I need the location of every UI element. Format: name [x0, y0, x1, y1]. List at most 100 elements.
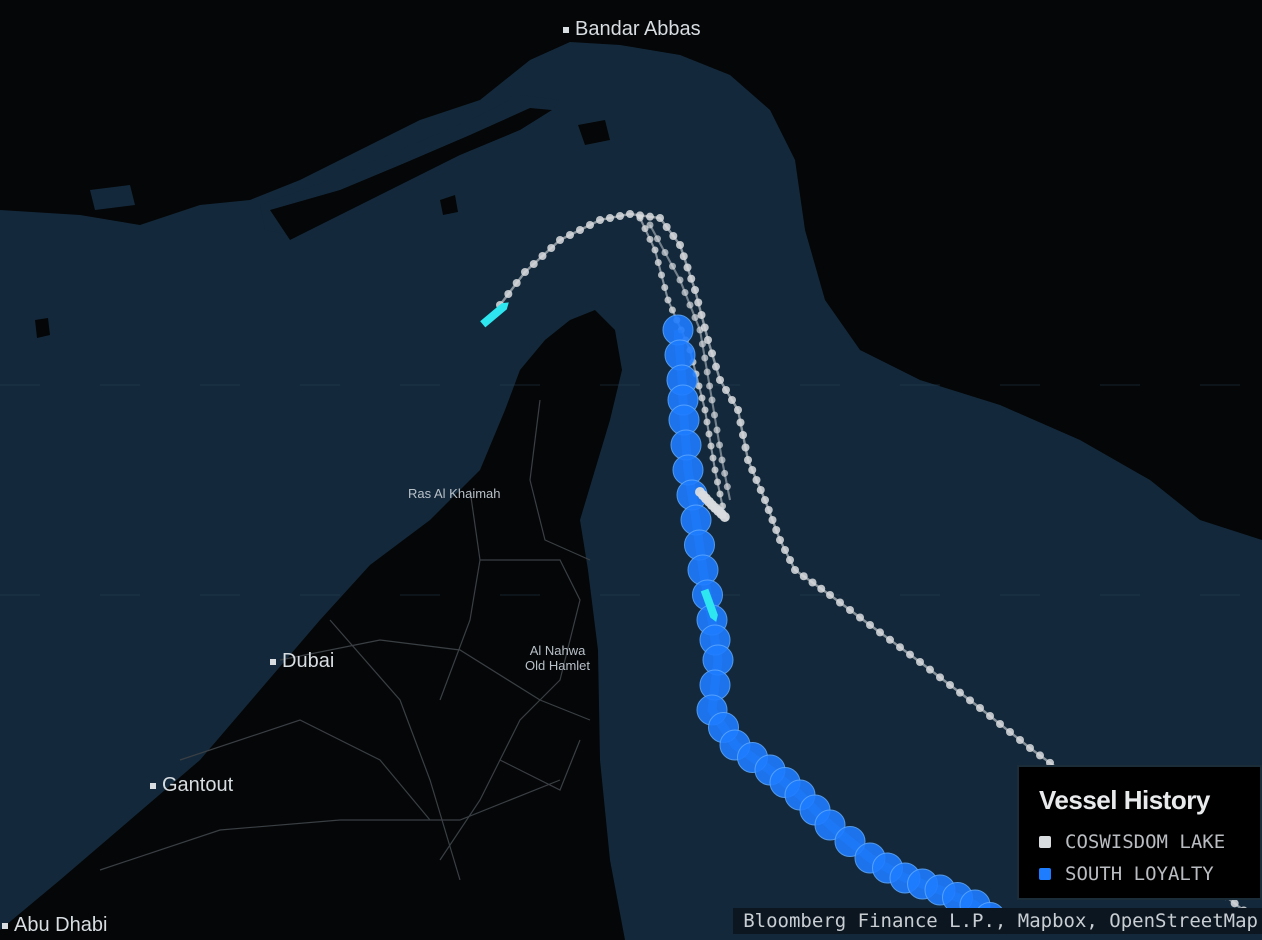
- coswisdom-lake-track-point[interactable]: [791, 566, 799, 574]
- coswisdom-lake-track-point[interactable]: [606, 214, 614, 222]
- coswisdom-lake-track-point[interactable]: [976, 704, 984, 712]
- coswisdom-lake-track-point[interactable]: [686, 301, 694, 309]
- coswisdom-lake-track-point[interactable]: [641, 225, 649, 233]
- coswisdom-lake-track-point[interactable]: [744, 456, 752, 464]
- coswisdom-lake-track-point[interactable]: [691, 286, 699, 294]
- coswisdom-lake-track-point[interactable]: [626, 210, 634, 218]
- coswisdom-lake-track-point[interactable]: [906, 650, 914, 659]
- coswisdom-lake-track-point[interactable]: [748, 466, 757, 474]
- coswisdom-lake-track-point[interactable]: [521, 268, 529, 276]
- coswisdom-lake-track-point[interactable]: [752, 476, 761, 484]
- coswisdom-lake-track-point[interactable]: [556, 236, 564, 244]
- coswisdom-lake-track-point[interactable]: [669, 262, 676, 270]
- coswisdom-lake-track-point[interactable]: [713, 426, 721, 434]
- coswisdom-lake-track-point[interactable]: [681, 289, 689, 296]
- coswisdom-lake-track-point[interactable]: [711, 411, 718, 419]
- coswisdom-lake-track-point[interactable]: [1006, 728, 1014, 736]
- coswisdom-lake-track-point[interactable]: [966, 696, 974, 705]
- coswisdom-lake-track-point[interactable]: [714, 478, 721, 486]
- coswisdom-lake-track-point[interactable]: [651, 246, 659, 254]
- coswisdom-lake-track-point[interactable]: [547, 244, 556, 252]
- south-loyalty-position-icon[interactable]: [700, 588, 720, 624]
- coswisdom-lake-track-point[interactable]: [701, 406, 709, 414]
- coswisdom-lake-track-point[interactable]: [698, 394, 706, 402]
- coswisdom-lake-track-point[interactable]: [708, 396, 716, 404]
- coswisdom-lake-track-point[interactable]: [687, 274, 696, 283]
- coswisdom-lake-track-point[interactable]: [701, 354, 709, 362]
- coswisdom-lake-track-point[interactable]: [697, 311, 706, 319]
- coswisdom-lake-track-point[interactable]: [716, 441, 723, 449]
- coswisdom-lake-track-point[interactable]: [707, 442, 715, 450]
- coswisdom-lake-track-point[interactable]: [696, 326, 704, 334]
- coswisdom-lake-track-point[interactable]: [916, 658, 924, 666]
- coswisdom-lake-track-point[interactable]: [764, 506, 773, 514]
- coswisdom-lake-track-point[interactable]: [654, 259, 662, 266]
- coswisdom-lake-track-point[interactable]: [876, 628, 884, 637]
- coswisdom-lake-track-point[interactable]: [1026, 744, 1034, 752]
- coswisdom-lake-track-point[interactable]: [866, 621, 874, 629]
- coswisdom-lake-track-point[interactable]: [703, 368, 711, 376]
- coswisdom-lake-track-point[interactable]: [504, 290, 513, 298]
- coswisdom-lake-track-point[interactable]: [703, 418, 711, 426]
- coswisdom-lake-track-point[interactable]: [711, 466, 719, 474]
- coswisdom-lake-track-point[interactable]: [512, 279, 521, 287]
- coswisdom-lake-track-point[interactable]: [636, 214, 644, 222]
- coswisdom-lake-track-point[interactable]: [661, 249, 669, 256]
- coswisdom-lake-track-point[interactable]: [761, 496, 769, 504]
- coswisdom-lake-track-point[interactable]: [596, 216, 604, 224]
- coswisdom-lake-track-point[interactable]: [709, 454, 717, 462]
- coswisdom-lake-track-point[interactable]: [846, 606, 854, 614]
- coswisdom-lake-track-point[interactable]: [776, 536, 784, 544]
- coswisdom-lake-track-point[interactable]: [956, 688, 964, 697]
- coswisdom-lake-track-point[interactable]: [734, 406, 742, 414]
- coswisdom-lake-track-point[interactable]: [946, 681, 954, 689]
- coswisdom-lake-track-point[interactable]: [886, 635, 894, 644]
- coswisdom-lake-track-point[interactable]: [926, 665, 934, 674]
- coswisdom-lake-track-point[interactable]: [668, 306, 676, 314]
- coswisdom-lake-track-point[interactable]: [698, 340, 706, 348]
- legend-item-south-loyalty[interactable]: SOUTH LOYALTY: [1039, 858, 1260, 890]
- coswisdom-lake-track-point[interactable]: [538, 252, 547, 260]
- coswisdom-lake-track-point[interactable]: [1230, 899, 1239, 908]
- coswisdom-lake-track-point[interactable]: [708, 349, 716, 358]
- coswisdom-lake-track-point[interactable]: [576, 226, 584, 234]
- coswisdom-lake-track-point[interactable]: [669, 232, 678, 240]
- coswisdom-lake-track-point[interactable]: [719, 512, 730, 522]
- coswisdom-lake-track-point[interactable]: [786, 556, 794, 564]
- coswisdom-lake-track-point[interactable]: [1016, 736, 1024, 744]
- coswisdom-lake-track-point[interactable]: [706, 382, 714, 390]
- coswisdom-lake-track-point[interactable]: [661, 284, 669, 291]
- coswisdom-lake-track-point[interactable]: [723, 483, 731, 491]
- coswisdom-lake-track-point[interactable]: [1046, 758, 1054, 767]
- coswisdom-lake-track-point[interactable]: [986, 712, 994, 720]
- coswisdom-lake-track-point[interactable]: [896, 643, 904, 652]
- coswisdom-lake-track-point[interactable]: [646, 212, 654, 221]
- coswisdom-lake-track-point[interactable]: [695, 382, 703, 390]
- coswisdom-lake-track-point[interactable]: [741, 443, 750, 452]
- coswisdom-lake-track-point[interactable]: [739, 431, 747, 439]
- coswisdom-lake-position-icon[interactable]: [480, 299, 511, 328]
- coswisdom-lake-track-point[interactable]: [718, 456, 726, 464]
- coswisdom-lake-track-point[interactable]: [704, 336, 712, 344]
- map-attribution[interactable]: Bloomberg Finance L.P., Mapbox, OpenStre…: [733, 908, 1262, 934]
- coswisdom-lake-track-point[interactable]: [566, 231, 574, 239]
- coswisdom-lake-track-point[interactable]: [712, 362, 720, 371]
- coswisdom-lake-track-point[interactable]: [716, 490, 724, 498]
- coswisdom-lake-track-point[interactable]: [817, 584, 826, 593]
- coswisdom-lake-track-point[interactable]: [836, 598, 844, 607]
- coswisdom-lake-track-point[interactable]: [808, 578, 817, 587]
- coswisdom-lake-track-point[interactable]: [768, 516, 777, 524]
- coswisdom-lake-track-point[interactable]: [1036, 751, 1044, 760]
- coswisdom-lake-track-point[interactable]: [781, 546, 789, 554]
- coswisdom-lake-track-point[interactable]: [691, 314, 699, 321]
- coswisdom-lake-track-point[interactable]: [683, 263, 692, 272]
- coswisdom-lake-track-point[interactable]: [679, 252, 688, 261]
- legend-item-coswisdom-lake[interactable]: COSWISDOM LAKE: [1039, 826, 1260, 858]
- coswisdom-lake-track-point[interactable]: [656, 214, 664, 222]
- coswisdom-lake-track-point[interactable]: [996, 720, 1004, 728]
- coswisdom-lake-track-point[interactable]: [586, 221, 594, 229]
- coswisdom-lake-track-point[interactable]: [664, 296, 672, 304]
- coswisdom-lake-track-point[interactable]: [736, 418, 745, 427]
- coswisdom-lake-track-point[interactable]: [756, 486, 765, 494]
